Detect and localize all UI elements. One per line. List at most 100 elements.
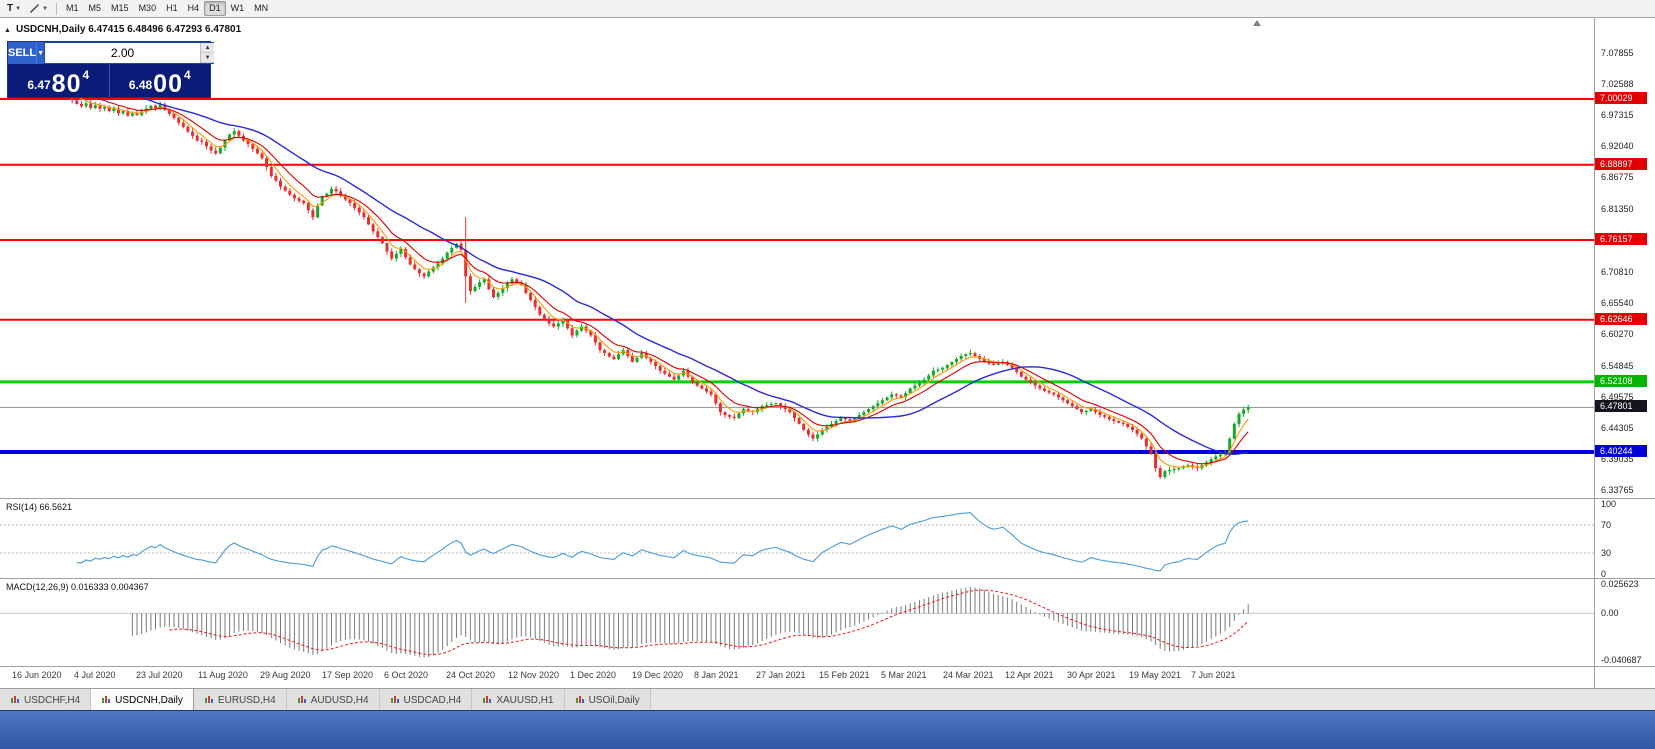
macd-scale-label: -0.040687 bbox=[1601, 655, 1642, 665]
tab-label: AUDUSD,H4 bbox=[310, 694, 369, 706]
timeframe-m15[interactable]: M15 bbox=[111, 3, 129, 13]
ask-price-big: 00 bbox=[153, 70, 183, 98]
date-label: 19 Dec 2020 bbox=[632, 670, 684, 680]
draw-tool-button[interactable]: ▼ bbox=[25, 0, 52, 17]
tab-xauusd[interactable]: XAUUSD,H1 bbox=[472, 689, 565, 711]
date-label: 8 Jan 2021 bbox=[694, 670, 739, 680]
chart-template-label: T bbox=[7, 3, 14, 14]
date-label: 24 Mar 2021 bbox=[943, 670, 994, 680]
chevron-down-icon: ▼ bbox=[37, 49, 45, 57]
ask-price-prefix: 6.48 bbox=[128, 78, 153, 92]
tab-label: USDCAD,H4 bbox=[403, 694, 462, 706]
tab-label: USOil,Daily bbox=[588, 694, 640, 706]
stepper-down-icon[interactable]: ▼ bbox=[201, 53, 215, 63]
tab-label: EURUSD,H4 bbox=[217, 694, 276, 706]
date-label: 12 Apr 2021 bbox=[1005, 670, 1054, 680]
mini-chart-icon bbox=[204, 695, 214, 705]
price-tick-label: 6.60270 bbox=[1601, 329, 1634, 339]
chart-shift-marker[interactable] bbox=[1253, 20, 1261, 26]
tab-eurusd[interactable]: EURUSD,H4 bbox=[193, 689, 287, 711]
timeframe-h4[interactable]: H4 bbox=[187, 3, 200, 13]
date-label: 7 Jun 2021 bbox=[1191, 670, 1236, 680]
timeframe-mn[interactable]: MN bbox=[254, 3, 269, 13]
macd-indicator-label: MACD(12,26,9) 0.016333 0.004367 bbox=[6, 582, 149, 592]
ask-price-sup: 4 bbox=[183, 68, 191, 82]
date-label: 16 Jun 2020 bbox=[12, 670, 62, 680]
volume-dropdown-button[interactable]: ▼ bbox=[36, 42, 46, 64]
chart-template-button[interactable]: T ▼ bbox=[3, 0, 25, 17]
mini-chart-icon bbox=[390, 695, 400, 705]
price-tick-label: 6.92040 bbox=[1601, 141, 1634, 151]
buy-button[interactable]: BUY bbox=[214, 47, 238, 59]
chart-canvas[interactable] bbox=[0, 0, 1655, 688]
mini-chart-icon bbox=[482, 695, 492, 705]
toolbar-separator bbox=[56, 2, 58, 15]
price-tick-label: 7.07855 bbox=[1601, 48, 1634, 58]
timeframe-m30[interactable]: M30 bbox=[138, 3, 157, 13]
date-label: 4 Jul 2020 bbox=[74, 670, 116, 680]
chart-tab-bar: USDCHF,H4 USDCNH,Daily EURUSD,H4 AUDUSD,… bbox=[0, 688, 1655, 711]
rsi-scale-label: 100 bbox=[1601, 499, 1617, 509]
price-tick-label: 6.44305 bbox=[1601, 423, 1634, 433]
mini-chart-icon bbox=[10, 695, 20, 705]
date-label: 12 Nov 2020 bbox=[508, 670, 560, 680]
tab-label: USDCNH,Daily bbox=[115, 694, 183, 706]
timeframe-w1[interactable]: W1 bbox=[230, 3, 245, 13]
tab-usdchf[interactable]: USDCHF,H4 bbox=[0, 689, 92, 711]
chevron-down-icon: ▼ bbox=[42, 5, 49, 12]
macd-scale-label: 0.025623 bbox=[1601, 579, 1639, 589]
timeframe-h1[interactable]: H1 bbox=[166, 3, 178, 13]
timeframe-m5[interactable]: M5 bbox=[88, 3, 102, 13]
ask-price[interactable]: 6.48 00 4 bbox=[108, 64, 211, 98]
tab-label: XAUUSD,H1 bbox=[496, 694, 554, 706]
toolbar: T ▼ ▼ M1 M5 M15 M30 H1 H4 D1 W1 MN bbox=[0, 0, 1655, 18]
mini-chart-icon bbox=[101, 695, 111, 705]
volume-input[interactable] bbox=[45, 43, 201, 63]
price-axis[interactable]: 7.07855 7.02588 6.97315 6.92040 6.86775 6.813… bbox=[1594, 0, 1655, 688]
price-badge: 6.40244 bbox=[1595, 445, 1647, 457]
macd-scale-label: 0.00 bbox=[1601, 608, 1619, 618]
price-tick-label: 6.33765 bbox=[1601, 485, 1634, 495]
one-click-trading-panel: SELL ▼ ▲ ▼ BUY 6.47 80 4 6.48 00 bbox=[8, 42, 237, 98]
bid-price-big: 80 bbox=[51, 70, 82, 98]
tab-label: USDCHF,H4 bbox=[24, 694, 81, 706]
date-label: 17 Sep 2020 bbox=[322, 670, 374, 680]
timeframe-m1[interactable]: M1 bbox=[66, 3, 79, 13]
rsi-indicator-label: RSI(14) 66.5621 bbox=[6, 502, 73, 512]
tab-usoil[interactable]: USOil,Daily bbox=[564, 689, 651, 711]
sell-button[interactable]: SELL bbox=[8, 47, 37, 59]
price-tick-label: 6.97315 bbox=[1601, 110, 1634, 120]
stepper-up-icon[interactable]: ▲ bbox=[201, 43, 215, 53]
price-tick-label: 6.39035 bbox=[1601, 454, 1634, 464]
price-badge: 6.62646 bbox=[1595, 313, 1647, 325]
price-tick-label: 6.65540 bbox=[1601, 298, 1634, 308]
timeframe-d1[interactable]: D1 bbox=[204, 1, 226, 16]
time-axis[interactable]: 16 Jun 2020 4 Jul 2020 23 Jul 2020 11 Aug 2… bbox=[0, 666, 1594, 688]
chart-ohlc-title: USDCNH,Daily 6.47415 6.48496 6.47293 6.4… bbox=[16, 24, 242, 35]
mini-chart-icon bbox=[575, 695, 585, 705]
date-label: 23 Jul 2020 bbox=[136, 670, 183, 680]
tab-audusd[interactable]: AUDUSD,H4 bbox=[286, 689, 380, 711]
price-tick-label: 6.49575 bbox=[1601, 392, 1634, 402]
symbol-marker-icon: ▲ bbox=[4, 27, 11, 34]
price-tick-label: 6.86775 bbox=[1601, 172, 1634, 182]
tab-usdcad[interactable]: USDCAD,H4 bbox=[379, 689, 473, 711]
date-label: 5 Mar 2021 bbox=[881, 670, 927, 680]
chevron-down-icon: ▼ bbox=[15, 5, 22, 12]
bottom-strip bbox=[0, 710, 1655, 749]
bid-price-sup: 4 bbox=[82, 68, 90, 82]
rsi-scale-label: 0 bbox=[1601, 569, 1607, 579]
date-label: 30 Apr 2021 bbox=[1067, 670, 1116, 680]
price-tick-label: 6.81350 bbox=[1601, 204, 1634, 214]
date-label: 6 Oct 2020 bbox=[384, 670, 429, 680]
date-label: 29 Aug 2020 bbox=[260, 670, 311, 680]
trendline-icon bbox=[29, 3, 40, 14]
date-label: 24 Oct 2020 bbox=[446, 670, 496, 680]
tab-usdcnh[interactable]: USDCNH,Daily bbox=[91, 689, 194, 711]
date-label: 11 Aug 2020 bbox=[198, 670, 248, 680]
date-label: 19 May 2021 bbox=[1129, 670, 1182, 680]
mini-chart-icon bbox=[297, 695, 307, 705]
bid-price[interactable]: 6.47 80 4 bbox=[8, 64, 109, 97]
rsi-scale-label: 30 bbox=[1601, 548, 1612, 558]
